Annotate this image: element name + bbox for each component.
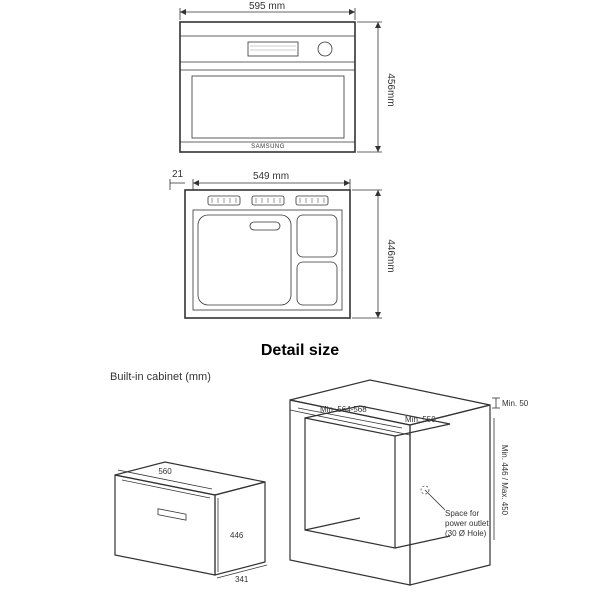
rear-height-label: 446mm	[385, 239, 396, 272]
iso-view: 560 446 341 Min. 50 Min. 564-568 Min. 55…	[115, 380, 529, 585]
technical-drawing-container: SAMSUNG 595 mm 456mm	[0, 0, 600, 600]
min-width-label: Min. 564-568	[320, 405, 367, 414]
oven-width-label: 560	[158, 467, 172, 476]
min-inner-label: Min. 550	[405, 415, 436, 424]
oven-height-label: 446	[230, 531, 244, 540]
min-height-label: Min. 446 / Max. 450	[500, 445, 509, 516]
outlet-label-2: power outlet	[445, 519, 489, 528]
detail-size-title: Detail size	[261, 342, 339, 359]
front-height-label: 456mm	[385, 73, 396, 106]
front-view: SAMSUNG 595 mm 456mm	[180, 1, 396, 152]
outlet-label-3: (30 Ø Hole)	[445, 529, 487, 538]
front-width-label: 595 mm	[249, 1, 285, 12]
oven-depth-label: 341	[235, 575, 249, 584]
rear-view: 21 549 mm 446mm	[170, 169, 396, 318]
brand-label: SAMSUNG	[251, 144, 285, 150]
outlet-label-1: Space for	[445, 509, 480, 518]
drawing-svg: SAMSUNG 595 mm 456mm	[0, 0, 600, 600]
rear-offset-label: 21	[172, 169, 184, 180]
rear-width-label: 549 mm	[253, 171, 289, 182]
min-top-label: Min. 50	[502, 399, 529, 408]
cabinet-subtitle: Built-in cabinet (mm)	[110, 371, 211, 383]
